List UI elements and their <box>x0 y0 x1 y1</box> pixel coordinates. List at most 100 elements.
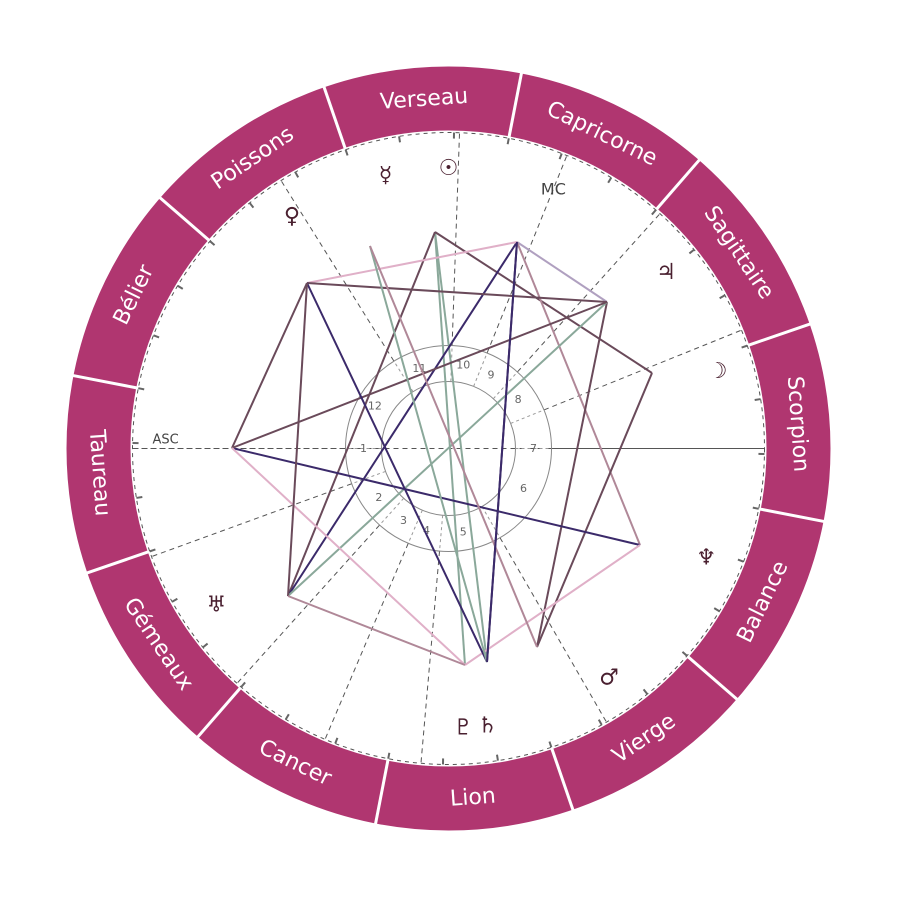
degree-tick <box>177 284 184 290</box>
ascendant-label: ASC <box>153 433 179 448</box>
degree-tick <box>558 153 563 160</box>
aspect-line <box>231 447 641 546</box>
moon-glyph-icon: ☽ <box>708 359 728 384</box>
sign-divider <box>373 759 390 825</box>
degree-tick <box>741 344 748 349</box>
aspect-line <box>231 282 308 449</box>
house-number: 4 <box>423 524 430 537</box>
house-divider <box>450 345 453 382</box>
house-number: 12 <box>368 400 382 413</box>
jupiter-glyph-icon: ♃ <box>656 260 676 285</box>
house-number: 7 <box>530 442 537 455</box>
sign-divider <box>550 747 575 812</box>
house-number: 6 <box>520 482 527 495</box>
aspect-line <box>306 282 488 663</box>
degree-tick <box>681 651 688 657</box>
house-divider <box>510 409 545 424</box>
degree-tick <box>248 202 255 209</box>
degree-tick <box>284 713 290 720</box>
degree-tick <box>754 398 761 401</box>
sign-label: Lion <box>449 784 496 812</box>
neptune-glyph-icon: ♆ <box>696 545 716 570</box>
degree-tick <box>737 558 744 563</box>
midheaven-label: MC <box>541 179 566 198</box>
house-divider <box>379 497 405 526</box>
house-number: 2 <box>375 491 382 504</box>
house-number: 1 <box>360 442 367 455</box>
degree-tick <box>136 496 143 499</box>
aspect-line <box>306 282 608 303</box>
sign-divider <box>759 507 825 524</box>
aspect-line <box>536 372 653 648</box>
aspect-line <box>434 231 466 666</box>
degree-tick <box>642 688 649 695</box>
aspect-line <box>369 245 538 648</box>
sign-divider <box>655 158 701 211</box>
sign-divider <box>72 373 138 390</box>
house-number: 8 <box>515 393 522 406</box>
house-number: 5 <box>460 526 467 539</box>
zodiac-ring <box>66 66 831 831</box>
degree-tick <box>651 209 657 216</box>
degree-tick <box>496 754 499 761</box>
degree-tick <box>548 741 553 748</box>
degree-tick <box>344 149 349 156</box>
degree-tick <box>719 294 726 300</box>
degree-tick <box>713 607 720 613</box>
aspect-line <box>516 241 641 546</box>
house-divider <box>473 352 488 387</box>
aspect-line <box>231 447 466 666</box>
degree-tick <box>607 177 613 184</box>
aspect-line <box>287 301 608 597</box>
degree-tick <box>171 597 178 603</box>
aspect-line <box>287 282 308 597</box>
aspect-line <box>536 301 608 648</box>
house-divider <box>492 371 518 400</box>
sign-divider <box>686 655 739 701</box>
house-number: 9 <box>488 368 495 381</box>
degree-tick <box>202 642 209 649</box>
sign-divider <box>322 85 347 150</box>
house-divider <box>351 470 386 485</box>
mars-glyph-icon: ♂ <box>599 665 619 690</box>
house-number: 3 <box>400 514 407 527</box>
degree-tick <box>138 387 145 391</box>
aspect-line <box>231 301 608 449</box>
aspect-line <box>486 241 518 663</box>
zodiac-band <box>66 66 831 831</box>
degree-tick <box>294 171 300 178</box>
degree-tick <box>209 240 216 246</box>
house-divider <box>439 515 444 552</box>
sign-divider <box>747 322 812 347</box>
degree-tick <box>387 752 391 759</box>
planet-glyphs: ☉ ☿ ♀ ♃ ☽ ♆ ♂ ♄♇ ♅ <box>207 156 728 741</box>
house-cusp-line <box>420 551 441 764</box>
aspect-line <box>434 231 488 663</box>
aspect-line <box>287 231 436 597</box>
degree-tick <box>149 548 156 553</box>
aspect-line <box>369 245 488 663</box>
degree-tick <box>153 334 160 339</box>
venus-glyph-icon: ♀ <box>284 204 300 229</box>
sun-glyph-icon: ☉ <box>439 156 459 181</box>
aspect-lines <box>231 231 653 666</box>
degree-tick <box>688 248 695 255</box>
aspect-line <box>464 544 641 666</box>
house-number: 10 <box>456 358 470 371</box>
sign-label: Taureau <box>84 428 115 517</box>
degree-tick <box>334 737 339 744</box>
aspect-line <box>287 595 466 666</box>
saturn-glyph-icon: ♄ <box>478 713 498 738</box>
sign-label: Verseau <box>379 84 469 115</box>
pluto-glyph-icon: ♇ <box>453 716 473 741</box>
chart-angles: ASC MC <box>153 179 566 447</box>
degree-tick <box>506 138 510 145</box>
sign-divider <box>507 72 524 138</box>
sign-divider <box>85 550 150 575</box>
degree-tick <box>240 681 246 688</box>
degree-tick <box>597 719 603 726</box>
degree-tick <box>398 136 401 143</box>
sign-divider <box>196 686 242 739</box>
sign-divider <box>158 196 211 242</box>
